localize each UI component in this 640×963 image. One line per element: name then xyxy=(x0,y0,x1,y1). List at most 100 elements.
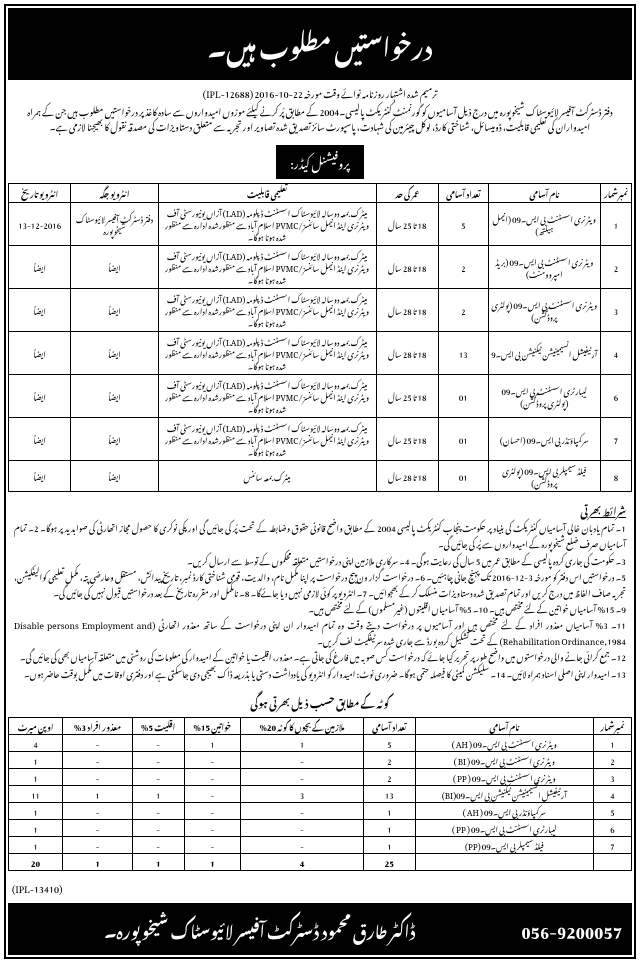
cell-sr: 6 xyxy=(600,375,631,418)
qtotal-o: 20 xyxy=(9,853,63,870)
qcell-o: 1 xyxy=(9,819,63,836)
quota-table: نمبرشمار نام آسامی تعداد آسامی ملازمین ک… xyxy=(8,717,632,871)
qcell-d: - xyxy=(63,836,133,853)
table-row: 2ویٹرنری اسسٹنٹ بی ایس۔09 (بریڈ امپروومن… xyxy=(9,246,632,289)
main-title: درخواستیں مطلوب ہیں۔ xyxy=(8,8,632,80)
cell-count: 2 xyxy=(438,289,488,332)
cell-date: ایضاً xyxy=(9,461,71,492)
cell-qual: میٹرک بمعہ دوسالہ لائیوسٹاک اسسٹنٹ ڈپلوم… xyxy=(158,418,376,461)
qcell-m: - xyxy=(132,802,184,819)
qcell-c: 1 xyxy=(363,802,415,819)
qcell-o: 4 xyxy=(9,734,63,751)
qcell-e: 3 xyxy=(241,785,364,802)
qcell-w: - xyxy=(184,819,241,836)
quota-totals: 25411120 xyxy=(9,853,632,870)
cell-place: ایضاً xyxy=(71,418,158,461)
th-count: تعداد آسامی xyxy=(438,184,488,203)
qcell-sr: 2 xyxy=(594,751,632,768)
quota-header-row: نمبرشمار نام آسامی تعداد آسامی ملازمین ک… xyxy=(9,717,632,734)
qcell-e: - xyxy=(241,751,364,768)
cell-age: 18 تا 25 سال xyxy=(376,375,438,418)
cell-count: 13 xyxy=(438,332,488,375)
cell-count: 01 xyxy=(438,375,488,418)
advertisement-page: درخواستیں مطلوب ہیں۔ ترمیم شدہ اشتہار رو… xyxy=(4,4,636,959)
qcell-w: - xyxy=(184,768,241,785)
qtotal-w: 1 xyxy=(184,853,241,870)
q-th-count: تعداد آسامی xyxy=(363,717,415,734)
cell-place: دفتر ڈسٹرکٹ آفیسر لائیوسٹاک شیخوپورہ xyxy=(71,203,158,246)
cell-date: ایضاً xyxy=(9,375,71,418)
qcell-w: - xyxy=(184,836,241,853)
qcell-m: - xyxy=(132,819,184,836)
qcell-name: آرٹیفیشل انسیمینیشن ٹیکنیشن بی ایس۔09(BI… xyxy=(415,785,593,802)
cell-age: 18 تا 25 سال xyxy=(376,203,438,246)
table-row: 4آرٹیفیشل انسیمینیشن ٹیکنیشن بی ایس۔9131… xyxy=(9,332,632,375)
qcell-sr: 6 xyxy=(594,819,632,836)
qcell-o: 1 xyxy=(9,768,63,785)
q-th-women: خواتین 15% xyxy=(184,717,241,734)
cell-place: ایضاً xyxy=(71,246,158,289)
footer-banner: 056-9200057 ڈاکٹر طارق محمود ڈسٹرکٹ آفیس… xyxy=(8,903,632,955)
qcell-w: - xyxy=(184,802,241,819)
cell-qual: میٹرک بمعہ دوسالہ لائیوسٹاک اسسٹنٹ ڈپلوم… xyxy=(158,246,376,289)
qcell-name: ویٹرنری اسسٹنٹ بی ایس۔09 ( BI ) xyxy=(415,751,593,768)
qcell-d: - xyxy=(63,768,133,785)
quota-row: 1ویٹرنری اسسٹنٹ بی ایس۔09 ( AH )511--4 xyxy=(9,734,632,751)
quota-row: 2ویٹرنری اسسٹنٹ بی ایس۔09 ( BI )2----1 xyxy=(9,751,632,768)
qcell-m: - xyxy=(132,768,184,785)
qtotal-m: 1 xyxy=(132,853,184,870)
quota-row: 4آرٹیفیشل انسیمینیشن ٹیکنیشن بی ایس۔09(B… xyxy=(9,785,632,802)
quota-row: 7فیلڈ سیمپلر بی ایس۔09 (PP)1----1 xyxy=(9,836,632,853)
qtotal-d: 1 xyxy=(63,853,133,870)
qcell-sr: 7 xyxy=(594,836,632,853)
qcell-name: فیلڈ سیمپلر بی ایس۔09 (PP) xyxy=(415,836,593,853)
cell-name: ویٹرنری اسسٹنٹ بی ایس۔09 (پولٹری پروڈکشن… xyxy=(488,289,600,332)
table-row: 3ویٹرنری اسسٹنٹ بی ایس۔09 (پولٹری پروڈکش… xyxy=(9,289,632,332)
qcell-d: - xyxy=(63,819,133,836)
qcell-o: 1 xyxy=(9,802,63,819)
qcell-e: 1 xyxy=(241,734,364,751)
cell-count: 01 xyxy=(438,418,488,461)
cell-sr: 7 xyxy=(600,418,631,461)
cell-place: ایضاً xyxy=(71,461,158,492)
th-place: انٹرویو جگہ xyxy=(71,184,158,203)
th-date: انٹرویو تاریخ xyxy=(9,184,71,203)
qcell-w: - xyxy=(184,785,241,802)
terms-line: 5۔ درخواستیں اس دفتر کو مورخہ 3-12-2016 … xyxy=(14,569,626,601)
table-header-row: نمبرشمار نام آسامی تعداد آسامی عمر کی حد… xyxy=(9,184,632,203)
cell-count: 2 xyxy=(438,246,488,289)
qtotal-c: 25 xyxy=(363,853,415,870)
cell-name: آرٹیفیشل انسیمینیشن ٹیکنیشن بی ایس۔9 xyxy=(488,332,600,375)
qcell-m: - xyxy=(132,836,184,853)
qcell-d: 1 xyxy=(63,785,133,802)
qcell-e: - xyxy=(241,836,364,853)
cell-qual: میٹرک بمعہ دوسالہ لائیوسٹاک اسسٹنٹ ڈپلوم… xyxy=(158,203,376,246)
th-sr: نمبرشمار xyxy=(600,184,631,203)
qcell-o: 1 xyxy=(9,836,63,853)
cell-date: ایضاً xyxy=(9,418,71,461)
cadre-label: پروفیشنل کیڈر: xyxy=(8,139,632,179)
cell-name: ویٹرنری اسسٹنٹ بی ایس۔09 (انیمل ہیلتھ) xyxy=(488,203,600,246)
cell-qual: میٹرک بمعہ سائنس xyxy=(158,461,376,492)
qcell-name: ویٹرنری اسسٹنٹ بی ایس۔09 ( AH ) xyxy=(415,734,593,751)
qcell-d: - xyxy=(63,751,133,768)
cell-sr: 1 xyxy=(600,203,631,246)
quota-row: 5سرکمپاؤنڈر بی ایس۔09 ( AH )1----1 xyxy=(9,802,632,819)
cell-place: ایضاً xyxy=(71,289,158,332)
cell-name: فیلڈ سیمپلر بی ایس۔09 (پولٹری پروڈکشن) xyxy=(488,461,600,492)
qcell-o: 1 xyxy=(9,751,63,768)
th-age: عمر کی حد xyxy=(376,184,438,203)
cell-qual: میٹرک بمعہ دوسالہ لائیوسٹاک اسسٹنٹ ڈپلوم… xyxy=(158,375,376,418)
cell-name: لیبارٹری اسسٹنٹ بی ایس۔09 (پولٹری پروڈکش… xyxy=(488,375,600,418)
cell-age: 18 تا 25 سال xyxy=(376,418,438,461)
quota-row: 6لیبارٹری اسسٹنٹ بی ایس۔09 ( PP )1----1 xyxy=(9,819,632,836)
cell-place: ایضاً xyxy=(71,332,158,375)
terms-line: 11۔ 3% آسامیاں معذور افراد کے لئے مختص ہ… xyxy=(14,617,626,649)
q-th-min: اقلیت 5% xyxy=(132,717,184,734)
qcell-c: 2 xyxy=(363,768,415,785)
cell-name: سرکمپاؤنڈر بی ایس۔09 (احسان) xyxy=(488,418,600,461)
cell-name: ویٹرنری اسسٹنٹ بی ایس۔09 (بریڈ امپروومنٹ… xyxy=(488,246,600,289)
qcell-sr: 5 xyxy=(594,802,632,819)
qcell-e: - xyxy=(241,768,364,785)
qcell-c: 5 xyxy=(363,734,415,751)
